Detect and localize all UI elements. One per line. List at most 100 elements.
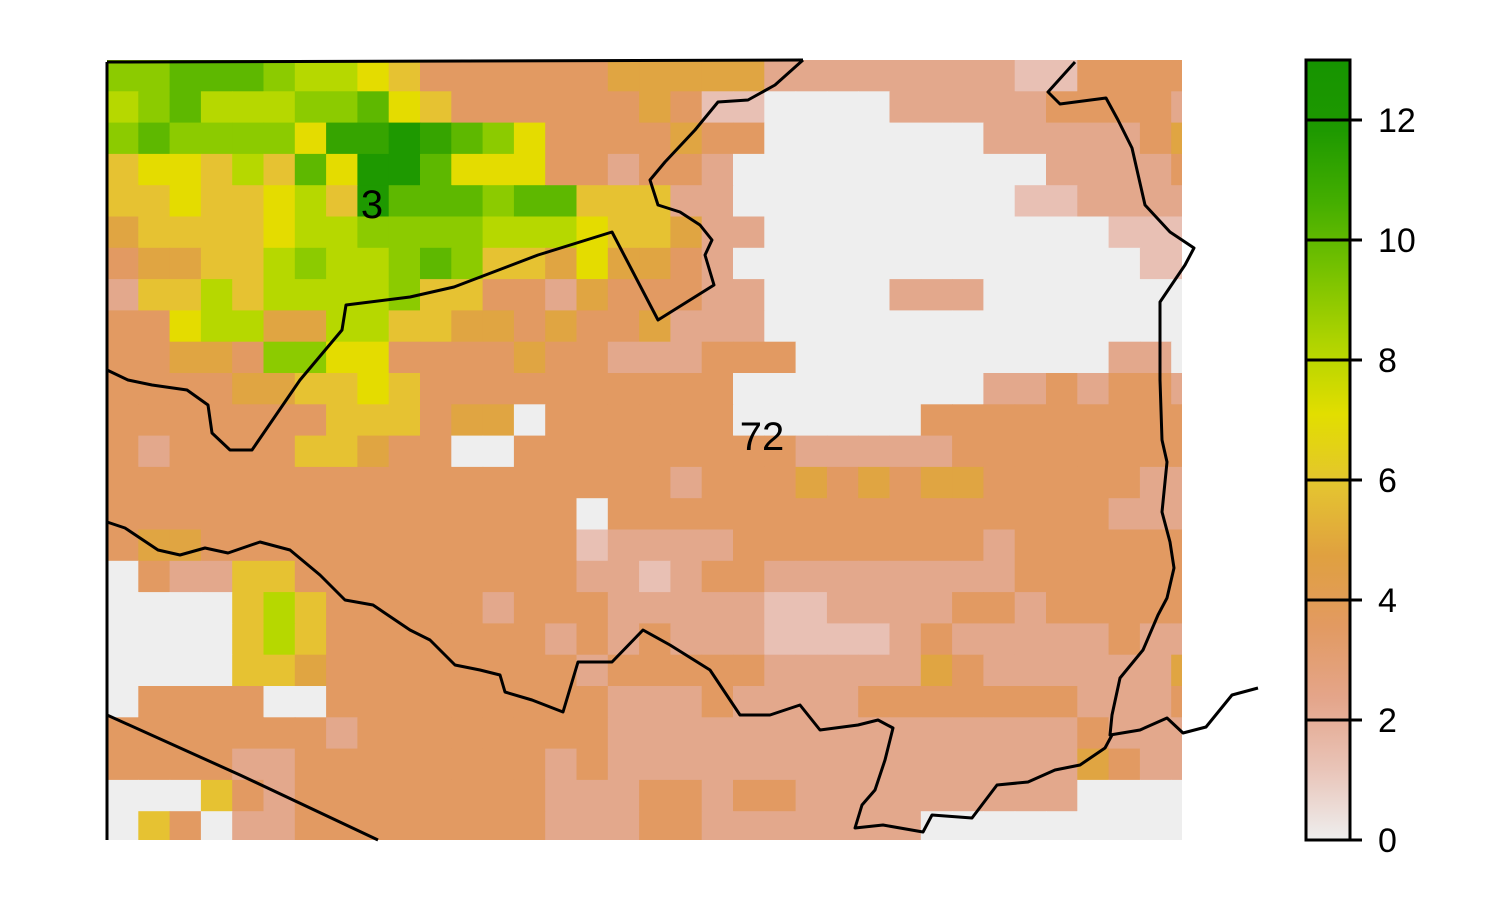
raster-cell bbox=[952, 466, 984, 499]
raster-cell bbox=[294, 60, 327, 92]
raster-cell bbox=[670, 216, 703, 249]
raster-cell bbox=[357, 310, 390, 343]
raster-cell bbox=[1077, 592, 1110, 624]
raster-cell bbox=[357, 341, 390, 374]
raster-cell bbox=[920, 91, 953, 124]
raster-cell bbox=[200, 623, 233, 656]
raster-cell bbox=[263, 247, 296, 280]
raster-cell bbox=[795, 435, 828, 468]
raster-cell bbox=[1014, 185, 1047, 218]
raster-cell bbox=[451, 216, 484, 249]
raster-cell bbox=[1046, 153, 1078, 186]
raster-cell bbox=[482, 404, 515, 437]
raster-cell bbox=[138, 122, 171, 155]
raster-cell bbox=[701, 91, 734, 124]
raster-cell bbox=[607, 560, 640, 593]
border-lines bbox=[105, 58, 1259, 842]
raster-cell bbox=[952, 623, 984, 656]
raster-cell bbox=[482, 279, 515, 311]
raster-cell bbox=[451, 310, 484, 343]
raster-cell bbox=[1171, 373, 1182, 405]
raster-cell bbox=[263, 185, 296, 218]
raster-cell bbox=[357, 279, 390, 311]
legend-tick-label: 10 bbox=[1378, 222, 1416, 260]
raster-cell bbox=[1108, 247, 1141, 280]
raster-cell bbox=[545, 592, 578, 624]
raster-cell bbox=[1046, 122, 1078, 155]
raster-cell bbox=[232, 310, 265, 343]
raster-cell bbox=[451, 748, 484, 781]
raster-cell bbox=[1108, 122, 1141, 155]
raster-cell bbox=[1077, 122, 1110, 155]
raster-cell bbox=[1046, 748, 1078, 781]
raster-cell bbox=[920, 60, 953, 92]
raster-cell bbox=[1014, 216, 1047, 249]
raster-cell bbox=[764, 153, 797, 186]
raster-cell bbox=[983, 216, 1016, 249]
raster-cell bbox=[169, 717, 202, 750]
raster-cell bbox=[983, 498, 1016, 531]
raster-cell bbox=[357, 529, 390, 562]
raster-cell bbox=[920, 404, 953, 437]
raster-cell bbox=[200, 216, 233, 249]
raster-cell bbox=[138, 279, 171, 311]
raster-grid bbox=[107, 60, 1182, 840]
legend-tick-label: 2 bbox=[1378, 702, 1397, 740]
raster-cell bbox=[764, 185, 797, 218]
raster-cell bbox=[107, 560, 139, 593]
raster-cell bbox=[326, 247, 358, 280]
raster-cell bbox=[1171, 60, 1182, 92]
raster-cell bbox=[639, 341, 671, 374]
raster-cell bbox=[952, 717, 984, 750]
raster-cell bbox=[1171, 91, 1182, 124]
raster-cell bbox=[451, 185, 484, 218]
raster-cell bbox=[1108, 498, 1141, 531]
raster-cell bbox=[1014, 341, 1047, 374]
raster-cell bbox=[889, 153, 922, 186]
raster-cell bbox=[1108, 435, 1141, 468]
raster-cell bbox=[639, 560, 671, 593]
raster-cell bbox=[545, 91, 578, 124]
raster-cell bbox=[1139, 529, 1172, 562]
raster-cell bbox=[1014, 811, 1047, 840]
raster-cell bbox=[513, 623, 546, 656]
raster-cell bbox=[1171, 498, 1182, 531]
raster-cell bbox=[138, 185, 171, 218]
raster-cell bbox=[513, 811, 546, 840]
raster-cell bbox=[1171, 560, 1182, 593]
raster-cell bbox=[670, 623, 703, 656]
raster-cell bbox=[1108, 748, 1141, 781]
raster-cell bbox=[200, 466, 233, 499]
raster-cell bbox=[294, 529, 327, 562]
raster-cell bbox=[983, 60, 1016, 92]
raster-cell bbox=[733, 216, 765, 249]
raster-cell bbox=[826, 748, 859, 781]
raster-cell bbox=[545, 185, 578, 218]
raster-cell bbox=[107, 779, 139, 812]
raster-cell bbox=[169, 122, 202, 155]
raster-cell bbox=[952, 498, 984, 531]
raster-cell bbox=[607, 686, 640, 718]
raster-cell bbox=[889, 466, 922, 499]
raster-cell bbox=[826, 623, 859, 656]
raster-cell bbox=[107, 623, 139, 656]
raster-cell bbox=[294, 310, 327, 343]
raster-cell bbox=[357, 435, 390, 468]
raster-cell bbox=[388, 91, 421, 124]
raster-cell bbox=[733, 529, 765, 562]
raster-cell bbox=[482, 748, 515, 781]
raster-cell bbox=[482, 623, 515, 656]
raster-cell bbox=[764, 560, 797, 593]
raster-cell bbox=[889, 279, 922, 311]
raster-cell bbox=[764, 466, 797, 499]
raster-cell bbox=[420, 717, 452, 750]
raster-cell bbox=[138, 60, 171, 92]
raster-cell bbox=[607, 404, 640, 437]
raster-cell bbox=[294, 435, 327, 468]
raster-cell bbox=[795, 592, 828, 624]
raster-cell bbox=[1014, 498, 1047, 531]
raster-cell bbox=[420, 811, 452, 840]
raster-cell bbox=[326, 404, 358, 437]
raster-cell bbox=[701, 623, 734, 656]
